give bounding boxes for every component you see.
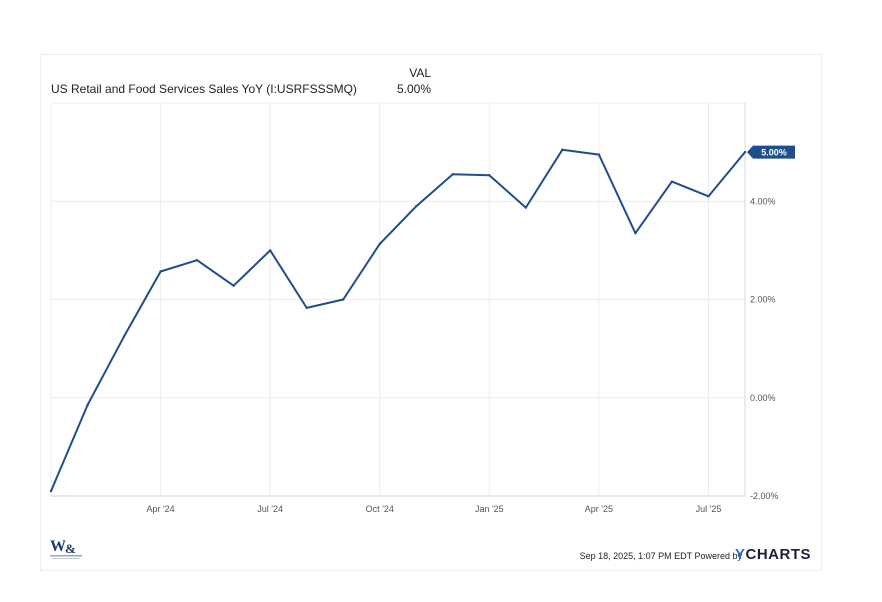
x-tick-label: Jul '25 [696,504,722,514]
x-tick-label: Jan '25 [475,504,504,514]
legend-series-value: 5.00% [396,82,431,96]
data-point [86,403,89,407]
series-line [50,148,746,492]
data-point [268,249,272,252]
y-tick-label: 0.00% [750,393,776,403]
last-value-flag [747,145,795,159]
x-tick-label: Jul '24 [257,504,283,514]
svg-text:W: W [50,538,66,555]
data-point [232,284,235,287]
data-point [634,231,637,235]
brand-logo: W & [50,536,84,567]
data-point [488,174,491,177]
data-point [122,335,126,338]
data-point [305,306,308,310]
legend-value-header: VAL [409,66,431,80]
data-point [707,195,710,198]
data-point [159,270,162,273]
ycharts-logo[interactable]: YCHARTS [735,546,811,563]
footer-timestamp: Sep 18, 2025, 1:07 PM EDT Powered by [579,551,742,561]
data-point [597,153,601,156]
data-point [451,173,454,176]
data-point [342,298,345,301]
data-point [743,150,747,154]
y-tick-label: 4.00% [750,196,776,206]
data-point [195,259,199,262]
x-tick-label: Oct '24 [366,504,394,514]
data-point [524,206,528,209]
legend-series-name: US Retail and Food Services Sales YoY (I… [51,82,357,96]
data-point [561,148,564,151]
data-point [49,489,53,493]
y-tick-label: -2.00% [750,491,779,501]
svg-text:&: & [65,541,76,556]
ycharts-logo-text: CHARTS [745,546,812,563]
data-point [670,180,674,183]
ycharts-logo-y: Y [735,546,746,563]
x-tick-label: Apr '25 [585,504,613,514]
y-tick-label: 2.00% [750,295,776,305]
x-tick-label: Apr '24 [146,504,174,514]
chart-frame [40,54,822,571]
data-point [415,204,418,208]
last-value-label: 5.00% [761,148,787,158]
data-point [378,242,381,246]
